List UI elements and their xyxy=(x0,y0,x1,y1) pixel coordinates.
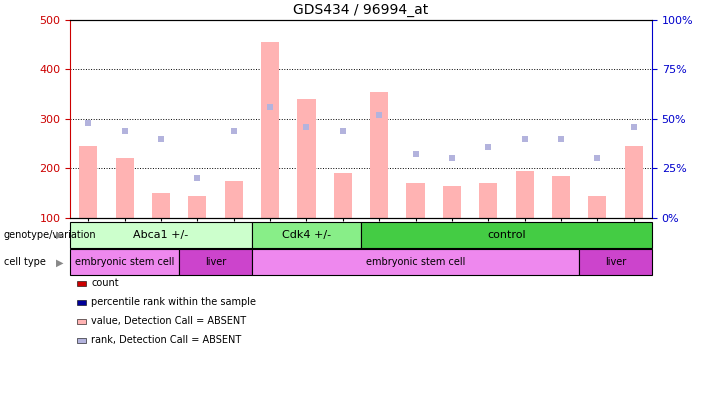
Text: embryonic stem cell: embryonic stem cell xyxy=(366,257,465,267)
Text: Cdk4 +/-: Cdk4 +/- xyxy=(282,230,331,240)
Text: rank, Detection Call = ABSENT: rank, Detection Call = ABSENT xyxy=(91,335,241,345)
Bar xyxy=(189,196,207,218)
Bar xyxy=(334,173,352,218)
Text: percentile rank within the sample: percentile rank within the sample xyxy=(91,297,256,307)
Text: liver: liver xyxy=(205,257,226,267)
Bar xyxy=(588,196,606,218)
Bar xyxy=(79,146,97,218)
Bar xyxy=(552,176,570,218)
Text: ▶: ▶ xyxy=(55,230,63,240)
Bar xyxy=(515,171,533,218)
Text: liver: liver xyxy=(605,257,626,267)
Text: genotype/variation: genotype/variation xyxy=(4,230,96,240)
Bar xyxy=(152,193,170,218)
Bar xyxy=(361,222,652,248)
Bar xyxy=(370,91,388,218)
Text: cell type: cell type xyxy=(4,257,46,267)
Bar xyxy=(625,146,643,218)
Bar xyxy=(443,186,461,218)
Bar xyxy=(70,249,179,275)
Text: count: count xyxy=(91,278,118,288)
Text: value, Detection Call = ABSENT: value, Detection Call = ABSENT xyxy=(91,316,246,326)
Title: GDS434 / 96994_at: GDS434 / 96994_at xyxy=(294,4,428,17)
Bar xyxy=(70,222,252,248)
Bar xyxy=(479,183,498,218)
Bar xyxy=(224,181,243,218)
Bar xyxy=(179,249,252,275)
Text: Abca1 +/-: Abca1 +/- xyxy=(133,230,189,240)
Bar xyxy=(407,183,425,218)
Bar xyxy=(116,158,134,218)
Bar xyxy=(252,222,361,248)
Bar xyxy=(579,249,652,275)
Text: embryonic stem cell: embryonic stem cell xyxy=(75,257,175,267)
Bar xyxy=(297,99,315,218)
Text: ▶: ▶ xyxy=(55,257,63,267)
Bar xyxy=(261,42,279,218)
Text: control: control xyxy=(487,230,526,240)
Bar xyxy=(252,249,579,275)
